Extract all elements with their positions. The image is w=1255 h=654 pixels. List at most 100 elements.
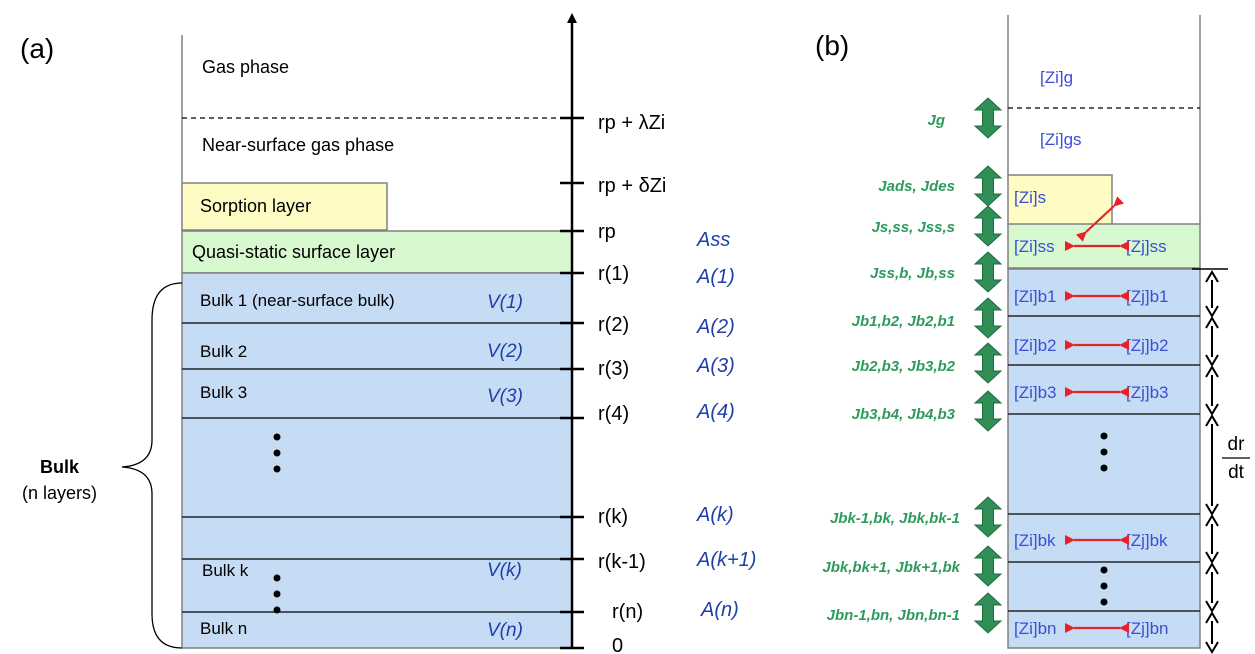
exchange-arrows [1065,196,1129,633]
flux-double-arrow-9 [973,545,1003,587]
growth-arrow-head-6-1 [1205,562,1219,575]
flux-b3-b4: Jb3,b4, Jb4,b3 [852,406,956,423]
volume-n: V(n) [487,620,523,641]
growth-arrow-head-4-2 [1205,503,1219,516]
axis-label-rk-1: r(k-1) [598,551,646,573]
flux-bk-1-bk: Jbk-1,bk, Jbk,bk-1 [830,510,960,527]
bulk-layer-dividers-b [1008,315,1200,612]
near-surface-gas-label: Near-surface gas phase [202,135,394,155]
flux-double-arrow-4 [973,251,1003,293]
bulkk-label: Bulk k [202,561,249,580]
conc-b2-i: [Zi]b2 [1014,336,1057,355]
ellipsis-dots-a1 [273,433,281,473]
flux-b2-b3: Jb2,b3, Jb3,b2 [852,358,956,375]
area-3: A(3) [696,355,735,377]
bulk-brace-title: Bulk [40,457,80,477]
panel-label-a: (a) [20,33,54,64]
flux-double-arrow-6 [973,342,1003,384]
conc-bn-i: [Zi]bn [1014,619,1057,638]
growth-arrow-head-6-2 [1205,600,1219,613]
ellipsis-dots-b1 [1100,432,1108,472]
flux-gas: Jg [927,112,945,129]
area-2: A(2) [696,316,735,338]
bulk-layer-dividers [182,322,572,560]
area-4: A(4) [696,401,735,423]
bulk-brace [121,282,183,649]
growth-arrow-head-3-1 [1205,365,1219,378]
flux-double-arrow-8 [973,496,1003,538]
conc-gas: [Zi]g [1040,68,1073,87]
conc-ss-i: [Zi]ss [1014,237,1055,256]
growth-arrow-head-2-2 [1205,354,1219,367]
area-ss: Ass [696,229,730,251]
axis-label-rp: rp [598,221,616,243]
conc-b1-j: [Zj]b1 [1126,287,1169,306]
volume-1: V(1) [487,292,523,313]
conc-near-surface-gas: [Zi]gs [1040,130,1082,149]
ellipsis-dots-b2 [1100,566,1108,606]
axis-label-rn: r(n) [612,601,643,623]
bulk3-label: Bulk 3 [200,383,247,402]
flux-bn-1-bn: Jbn-1,bn, Jbn,bn-1 [827,607,960,624]
growth-arrow-head-3-2 [1205,403,1219,416]
sorption-layer [181,182,388,231]
growth-arrow-head-7-1 [1205,611,1219,624]
axis-label-r2: r(2) [598,314,629,336]
axis-label-rk: r(k) [598,506,628,528]
exchange-arrow-s-ss [1076,196,1124,242]
bulk1-label: Bulk 1 (near-surface bulk) [200,291,395,310]
conc-b2-j: [Zj]b2 [1126,336,1169,355]
axis-label-r1: r(1) [598,263,629,285]
flux-double-arrow-5 [973,297,1003,339]
sorption-layer-label: Sorption layer [200,196,311,216]
growth-arrow-head-7-2 [1205,641,1219,654]
axis-label-r3: r(3) [598,358,629,380]
area-1: A(1) [696,266,735,288]
bulk-region [181,272,573,649]
growth-arrow-head-1-1 [1205,270,1219,283]
conc-bk-i: [Zi]bk [1014,531,1056,550]
bulk2-label: Bulk 2 [200,342,247,361]
flux-double-arrow-10 [973,592,1003,634]
flux-double-arrow-3 [973,205,1003,247]
area-k: A(k) [696,504,734,526]
conc-b3-i: [Zi]b3 [1014,383,1057,402]
volume-k: V(k) [487,560,522,581]
conc-b1-i: [Zi]b1 [1014,287,1057,306]
flux-double-arrow-1 [973,97,1003,139]
axis-ticks [560,116,584,650]
bulk-brace-subtitle: (n layers) [22,483,97,503]
growth-arrow-head-4-1 [1205,414,1219,427]
growth-arrow-head-5-1 [1205,514,1219,527]
growth-arrow-head-1-2 [1205,305,1219,318]
axis-label-rp-lambda: rp + λZi [598,112,665,134]
axis-label-r4: r(4) [598,403,629,425]
rate-denominator: dt [1228,462,1245,483]
volume-3: V(3) [487,386,523,407]
flux-double-arrow-2 [973,165,1003,207]
growth-arrow-head-5-2 [1205,551,1219,564]
quasi-static-layer-label: Quasi-static surface layer [192,242,395,262]
flux-arrows [973,97,1003,634]
area-k-plus-1: A(k+1) [696,549,756,571]
area-n: A(n) [700,599,739,621]
bulk-region-b [1007,268,1201,649]
panel-label-b: (b) [815,30,849,61]
growth-arrow-head-2-1 [1205,316,1219,329]
gas-phase-label: Gas phase [202,57,289,77]
conc-bn-j: [Zj]bn [1126,619,1169,638]
flux-s-ss: Js,ss, Jss,s [872,219,955,236]
flux-bk-bk+1: Jbk,bk+1, Jbk+1,bk [822,559,960,576]
rate-numerator: dr [1228,434,1246,455]
flux-ads-des: Jads, Jdes [878,178,955,195]
bulkn-label: Bulk n [200,619,247,638]
volume-2: V(2) [487,341,523,362]
axis-label-rp-delta: rp + δZi [598,175,666,197]
axis-label-zero: 0 [612,635,623,654]
conc-b3-j: [Zj]b3 [1126,383,1169,402]
ellipsis-dots-a2 [273,574,281,614]
flux-double-arrow-7 [973,390,1003,432]
conc-bk-j: [Zj]bk [1126,531,1168,550]
flux-b1-b2: Jb1,b2, Jb2,b1 [852,313,955,330]
